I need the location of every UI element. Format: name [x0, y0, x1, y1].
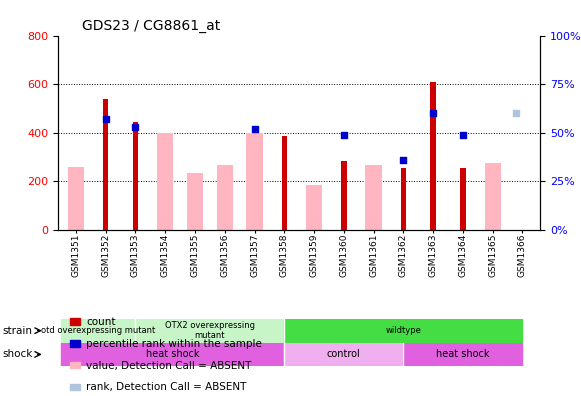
Point [131, 124, 140, 130]
Bar [485, 163, 501, 230]
Bar [403, 343, 522, 366]
Bar [217, 166, 233, 230]
Bar [133, 122, 138, 230]
Bar [460, 168, 465, 230]
Point [399, 157, 408, 163]
Bar [103, 99, 109, 230]
Text: GDS23 / CG8861_at: GDS23 / CG8861_at [83, 19, 220, 33]
Text: rank, Detection Call = ABSENT: rank, Detection Call = ABSENT [86, 382, 246, 392]
Text: percentile rank within the sample: percentile rank within the sample [86, 339, 262, 349]
Point [339, 131, 349, 138]
Bar [282, 136, 287, 230]
Text: OTX2 overexpressing
mutant: OTX2 overexpressing mutant [165, 321, 255, 340]
Text: value, Detection Call = ABSENT: value, Detection Call = ABSENT [86, 360, 252, 371]
Bar [284, 343, 403, 366]
Bar [306, 185, 322, 230]
Bar [365, 166, 382, 230]
Bar [157, 133, 174, 230]
Point [429, 110, 438, 116]
Bar [284, 319, 522, 343]
Bar [431, 82, 436, 230]
Bar [341, 161, 346, 230]
Text: control: control [327, 349, 361, 360]
Bar [135, 319, 284, 343]
Text: shock: shock [3, 349, 33, 360]
Bar [70, 318, 80, 325]
Bar [246, 133, 263, 230]
Bar [61, 343, 284, 366]
Point [458, 131, 468, 138]
Point [511, 110, 521, 116]
Bar [187, 173, 203, 230]
Point [250, 126, 259, 132]
Bar [70, 362, 80, 368]
Bar [68, 167, 84, 230]
Bar [401, 168, 406, 230]
Text: otd overexpressing mutant: otd overexpressing mutant [41, 326, 155, 335]
Bar [70, 340, 80, 346]
Bar [70, 384, 80, 390]
Text: heat shock: heat shock [146, 349, 199, 360]
Text: heat shock: heat shock [436, 349, 490, 360]
Point [101, 116, 110, 122]
Text: wildtype: wildtype [385, 326, 421, 335]
Bar [61, 319, 135, 343]
Text: strain: strain [3, 326, 33, 336]
Text: count: count [86, 317, 116, 327]
